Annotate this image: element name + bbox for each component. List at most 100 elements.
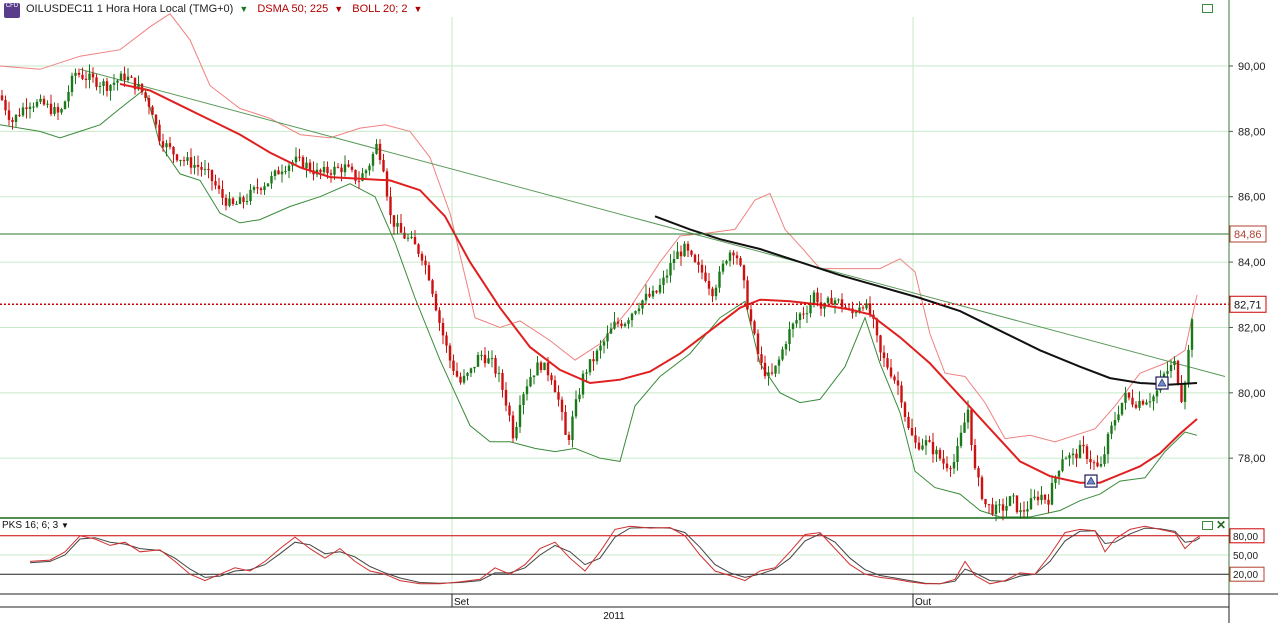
- candle-body: [210, 170, 214, 182]
- candle-body: [14, 114, 18, 122]
- candle-body: [581, 373, 585, 395]
- candle-body: [182, 160, 186, 162]
- dsma-fast-line: [119, 83, 1198, 484]
- candle-body: [256, 187, 259, 189]
- candle-body: [357, 180, 361, 182]
- candle-body: [273, 170, 277, 177]
- boll-lower-band: [0, 88, 1198, 518]
- candle-body: [361, 173, 364, 181]
- candle-body: [441, 322, 445, 336]
- oscillator-label[interactable]: PKS 16; 6; 3: [2, 520, 59, 531]
- candle-body: [571, 416, 574, 440]
- candle-body: [574, 399, 578, 417]
- candle-body: [1036, 496, 1040, 501]
- candle-body: [497, 373, 501, 375]
- candle-body: [994, 504, 998, 515]
- candle-body: [627, 320, 630, 324]
- candle-body: [438, 310, 441, 323]
- boll-label[interactable]: BOLL 20; 2: [352, 3, 408, 15]
- candle-body: [60, 109, 63, 113]
- x-axis-background: [0, 594, 1278, 623]
- candle-body: [578, 394, 581, 400]
- dropdown-arrow-icon[interactable]: ▼: [334, 4, 344, 14]
- candle-body: [158, 124, 161, 142]
- candle-body: [133, 77, 137, 90]
- candle-body: [91, 73, 95, 78]
- candle-body: [770, 372, 774, 374]
- candle-body: [287, 165, 291, 171]
- candle-body: [368, 165, 371, 171]
- last-price-tag-box: [1229, 295, 1267, 313]
- maximize-pane-icon[interactable]: [1202, 4, 1213, 13]
- candle-body: [403, 232, 406, 239]
- candle-body: [543, 362, 546, 371]
- candle-body: [592, 359, 595, 362]
- candle-body: [865, 303, 868, 309]
- candle-body: [266, 183, 270, 187]
- close-oscillator-icon[interactable]: ✕: [1216, 518, 1227, 532]
- candle-body: [413, 236, 417, 245]
- candle-body: [105, 81, 109, 91]
- candle-body: [980, 477, 984, 500]
- candle-body: [39, 98, 42, 102]
- candle-body: [217, 185, 221, 189]
- candle-body: [249, 189, 252, 202]
- candle-body: [431, 280, 434, 294]
- candle-body: [476, 354, 480, 367]
- candle-body: [67, 91, 70, 102]
- candle-body: [970, 409, 973, 446]
- candle-body: [879, 335, 882, 353]
- candle-body: [651, 290, 655, 297]
- candle-body: [347, 164, 350, 167]
- candle-body: [1043, 494, 1047, 500]
- candle-body: [529, 377, 532, 387]
- candle-body: [518, 405, 522, 427]
- candle-body: [466, 373, 469, 376]
- dsma-label[interactable]: DSMA 50; 225: [257, 3, 329, 15]
- candle-body: [557, 392, 560, 400]
- dropdown-arrow-icon[interactable]: ▼: [239, 4, 249, 14]
- candle-body: [522, 394, 525, 406]
- dropdown-arrow-icon[interactable]: ▼: [413, 4, 423, 14]
- dropdown-arrow-icon[interactable]: ▼: [60, 521, 69, 530]
- candle-body: [739, 258, 742, 266]
- candle-body: [238, 197, 242, 204]
- candle-body: [119, 73, 123, 81]
- candle-body: [756, 333, 760, 355]
- y-tick-label: 80,00: [1238, 388, 1266, 400]
- candle-body: [1005, 505, 1008, 511]
- candle-body: [1134, 404, 1138, 408]
- candle-body: [700, 264, 704, 273]
- candle-body: [130, 76, 133, 78]
- candle-body: [1190, 319, 1194, 350]
- candle-body: [585, 372, 588, 374]
- candle-body: [480, 354, 483, 356]
- candle-body: [298, 156, 301, 158]
- candle-body: [1015, 495, 1019, 513]
- candle-body: [186, 157, 189, 161]
- candle-body: [1117, 414, 1120, 421]
- candle-body: [483, 354, 487, 364]
- candle-body: [707, 280, 711, 289]
- candle-body: [448, 345, 452, 361]
- candle-body: [77, 72, 81, 75]
- candle-body: [245, 201, 249, 203]
- candle-body: [333, 166, 336, 175]
- candle-body: [1033, 496, 1036, 499]
- candle-body: [301, 157, 305, 169]
- candle-body: [896, 380, 900, 386]
- candle-body: [525, 386, 529, 395]
- candle-body: [25, 107, 28, 109]
- candle-body: [151, 106, 154, 115]
- candle-body: [1064, 458, 1068, 460]
- maximize-oscillator-icon[interactable]: [1202, 521, 1213, 530]
- candle-body: [1110, 425, 1113, 434]
- symbol-title[interactable]: OILUSDEC11 1 Hora Hora Local (TMG+0): [26, 3, 234, 15]
- candle-body: [214, 181, 217, 186]
- buy-signal-icon: [1155, 376, 1169, 390]
- candle-body: [655, 290, 658, 293]
- candle-body: [798, 313, 802, 321]
- candle-body: [693, 254, 697, 262]
- candle-body: [1124, 392, 1127, 403]
